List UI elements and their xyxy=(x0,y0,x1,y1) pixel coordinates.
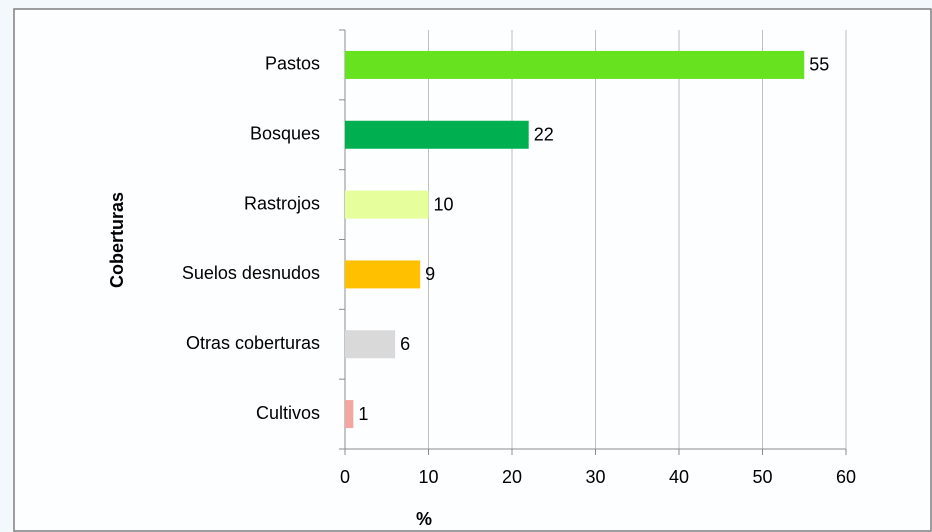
x-axis-label: % xyxy=(416,509,432,529)
y-tick-label: Rastrojos xyxy=(244,193,320,213)
x-tick-label: 60 xyxy=(836,467,856,487)
bar xyxy=(345,400,354,429)
data-label: 22 xyxy=(534,125,554,145)
y-tick-label: Cultivos xyxy=(256,403,320,423)
x-tick-label: 20 xyxy=(502,467,522,487)
data-label: 9 xyxy=(425,264,435,284)
data-label: 55 xyxy=(809,55,829,75)
data-label: 1 xyxy=(358,404,368,424)
x-tick-label: 50 xyxy=(752,467,772,487)
y-tick-label: Otras coberturas xyxy=(186,333,320,353)
y-tick-label: Bosques xyxy=(250,124,320,144)
x-tick-label: 40 xyxy=(669,467,689,487)
chart-frame xyxy=(13,8,932,532)
y-tick-label: Pastos xyxy=(265,54,320,74)
x-tick-label: 10 xyxy=(418,467,438,487)
bar xyxy=(345,120,529,149)
data-label: 10 xyxy=(434,194,454,214)
x-tick-label: 30 xyxy=(585,467,605,487)
bar xyxy=(345,50,805,79)
y-tick-label: Suelos desnudos xyxy=(182,263,320,283)
data-label: 6 xyxy=(400,334,410,354)
bar xyxy=(345,190,429,219)
y-axis-label: Coberturas xyxy=(107,192,127,288)
x-tick-label: 0 xyxy=(340,467,350,487)
bar xyxy=(345,330,396,359)
bar xyxy=(345,260,421,289)
